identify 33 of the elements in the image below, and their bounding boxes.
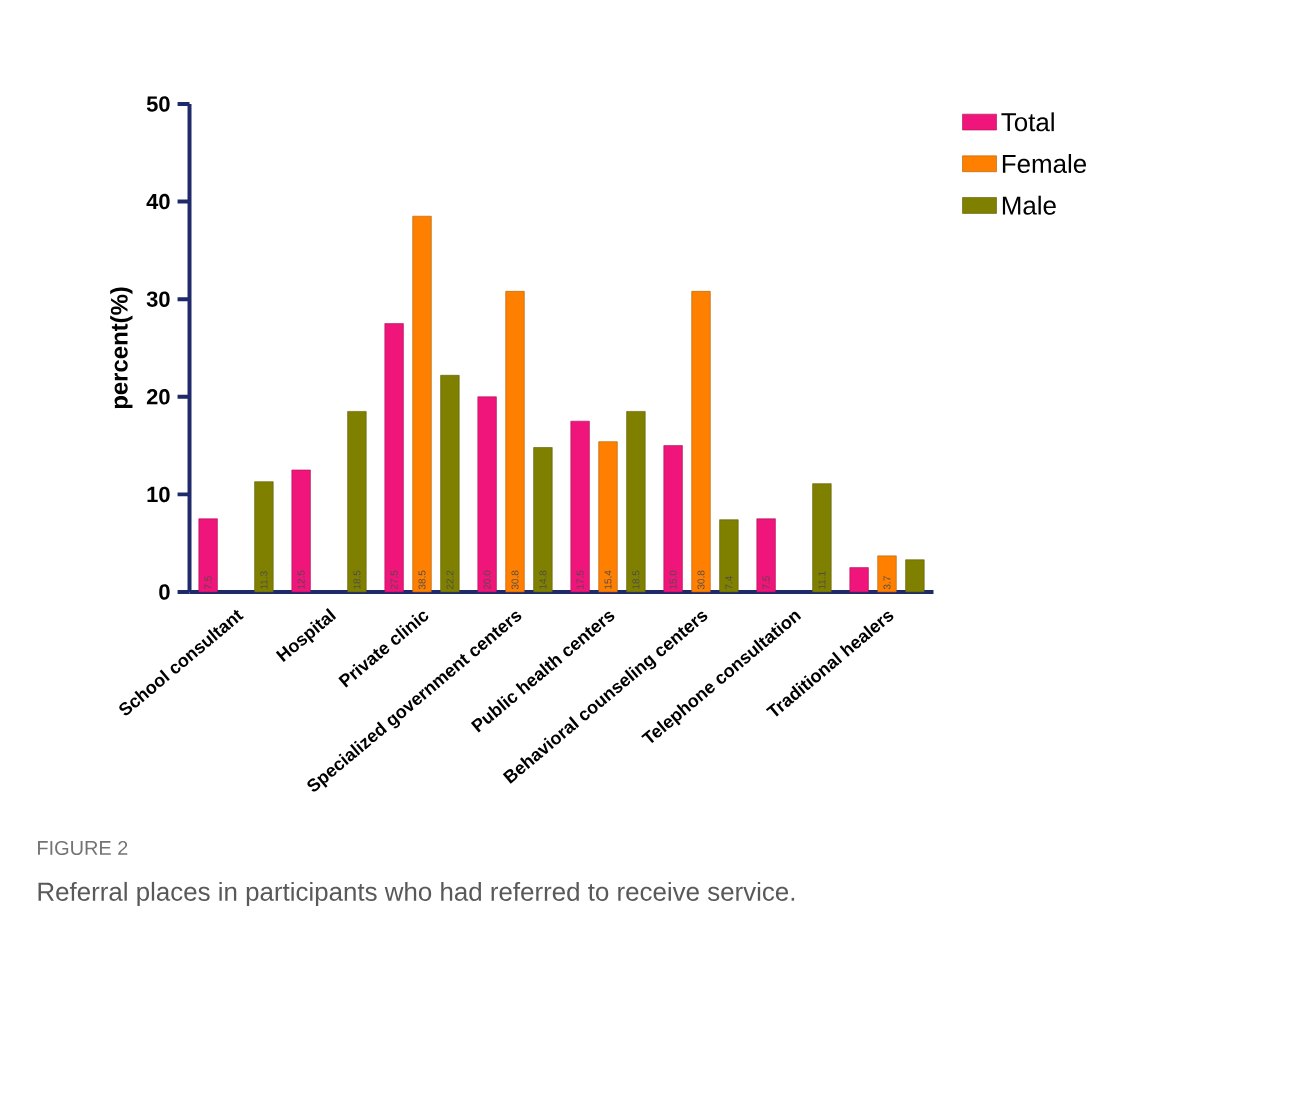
caption: FIGURE 2 xyxy=(38,840,128,856)
legend-label: Male xyxy=(1002,195,1056,215)
legend-label: Total xyxy=(1001,112,1054,132)
bar xyxy=(812,483,832,593)
bar xyxy=(347,411,367,593)
bar xyxy=(877,555,897,593)
bar xyxy=(849,567,869,593)
bar xyxy=(756,518,776,593)
bar xyxy=(719,519,739,593)
bar xyxy=(626,411,646,593)
y-tick-label: 10 xyxy=(147,486,170,503)
y-tick-label: 40 xyxy=(146,193,170,210)
bar xyxy=(533,447,553,593)
y-axis-title: percent(%) xyxy=(110,287,133,409)
bar xyxy=(905,559,925,593)
bar xyxy=(440,375,460,593)
bar xyxy=(198,518,218,593)
bar xyxy=(384,323,404,593)
y-tick-label: 20 xyxy=(146,389,170,405)
y-tick-label: 50 xyxy=(146,96,170,112)
bar xyxy=(254,481,274,593)
bar xyxy=(691,291,711,593)
legend-label: Female xyxy=(1002,154,1087,174)
bar xyxy=(570,420,590,593)
bar xyxy=(412,215,432,593)
bar xyxy=(291,469,311,593)
text: Referral places in participants who had referred to receive service. xyxy=(38,881,795,907)
y-tick-label: 0 xyxy=(159,584,170,600)
bar xyxy=(663,445,683,593)
y-tick-label: 30 xyxy=(146,291,170,307)
bar xyxy=(477,396,497,593)
bar xyxy=(505,291,525,593)
bar xyxy=(598,441,618,593)
